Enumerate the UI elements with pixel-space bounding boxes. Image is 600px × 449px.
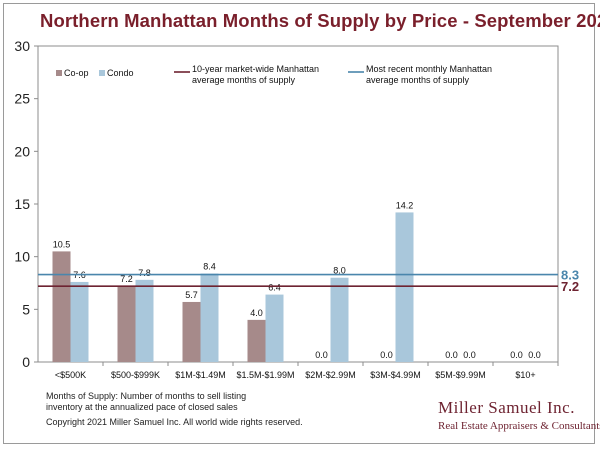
chart-title: Northern Manhattan Months of Supply by P… [40, 10, 600, 31]
x-tick-label: $1.5M-$1.99M [236, 370, 294, 380]
legend-condo-label: Condo [107, 68, 134, 78]
data-label: 8.4 [203, 262, 216, 272]
y-tick-label: 25 [14, 91, 30, 107]
y-tick-label: 0 [22, 354, 30, 370]
bar-condo [200, 273, 219, 362]
y-tick-label: 15 [14, 196, 30, 212]
data-label: 0.0 [315, 350, 328, 360]
legend-recent-avg-label-line2: average months of supply [366, 75, 470, 85]
bar-condo [330, 277, 349, 362]
bar-condo [135, 279, 154, 362]
x-tick-label: $1M-$1.49M [175, 370, 226, 380]
bar-condo [265, 294, 284, 362]
data-label: 10.5 [53, 239, 71, 249]
y-tick-label: 30 [14, 38, 30, 54]
legend-recent-avg-label-line1: Most recent monthly Manhattan [366, 64, 492, 74]
data-label: 0.0 [528, 350, 541, 360]
data-label: 0.0 [445, 350, 458, 360]
bar-condo [70, 281, 89, 362]
legend-condo-swatch [99, 70, 105, 76]
x-tick-label: $10+ [515, 370, 535, 380]
data-label: 4.0 [250, 308, 263, 318]
reference-value-10yr-avg: 7.2 [561, 279, 579, 294]
x-tick-label: <$500K [55, 370, 86, 380]
data-label: 0.0 [463, 350, 476, 360]
data-label: 14.2 [396, 200, 414, 210]
footnote-line-2: inventory at the annualized pace of clos… [46, 402, 238, 412]
data-label: 7.2 [120, 274, 133, 284]
bar-coop [247, 319, 266, 362]
footnote-definition: Months of Supply: Number of months to se… [46, 391, 246, 413]
x-tick-label: $2M-$2.99M [305, 370, 356, 380]
brand-tagline: Real Estate Appraisers & Consultants [438, 420, 600, 432]
x-tick-label: $3M-$4.99M [370, 370, 421, 380]
y-tick-label: 20 [14, 143, 30, 159]
y-tick-label: 5 [22, 301, 30, 317]
data-label: 8.0 [333, 266, 346, 276]
legend-10yr-avg-label-line2: average months of supply [192, 75, 296, 85]
legend-10yr-avg-label-line1: 10-year market-wide Manhattan [192, 64, 319, 74]
data-label: 7.8 [138, 268, 151, 278]
data-label: 0.0 [510, 350, 523, 360]
data-label: 6.4 [268, 283, 281, 293]
bar-coop [117, 286, 136, 362]
chart-frame [3, 3, 595, 444]
legend-coop-label: Co-op [64, 68, 89, 78]
data-label: 5.7 [185, 290, 198, 300]
bar-coop [52, 251, 71, 362]
plot-area-border [37, 45, 559, 363]
bar-coop [182, 301, 201, 362]
footnote-line-1: Months of Supply: Number of months to se… [46, 391, 247, 401]
copyright-text: Copyright 2021 Miller Samuel Inc. All wo… [46, 417, 303, 427]
y-tick-label: 10 [14, 249, 30, 265]
bar-condo [395, 212, 414, 362]
legend-coop-swatch [56, 70, 62, 76]
x-tick-label: $500-$999K [111, 370, 160, 380]
x-tick-label: $5M-$9.99M [435, 370, 486, 380]
data-label: 0.0 [380, 350, 393, 360]
reference-value-recent-avg: 8.3 [561, 268, 579, 283]
brand-logo-text: Miller Samuel Inc. [438, 398, 575, 417]
